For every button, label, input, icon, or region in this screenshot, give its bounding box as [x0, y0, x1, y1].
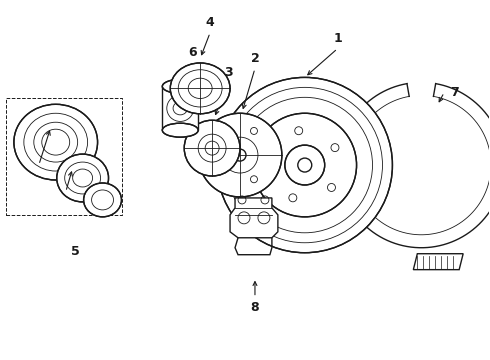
Ellipse shape — [162, 123, 198, 137]
Ellipse shape — [162, 80, 198, 93]
Polygon shape — [414, 254, 463, 270]
Ellipse shape — [234, 149, 246, 161]
Text: 5: 5 — [71, 245, 80, 258]
Ellipse shape — [171, 63, 230, 114]
Ellipse shape — [198, 113, 282, 197]
Ellipse shape — [298, 158, 312, 172]
Ellipse shape — [84, 183, 122, 217]
Text: 2: 2 — [250, 52, 259, 65]
Ellipse shape — [57, 154, 108, 202]
Ellipse shape — [285, 145, 325, 185]
Polygon shape — [230, 198, 278, 238]
Ellipse shape — [217, 77, 392, 253]
Bar — [162, 86, 198, 130]
Ellipse shape — [184, 120, 240, 176]
Text: 7: 7 — [450, 86, 459, 99]
Text: 4: 4 — [206, 16, 215, 29]
Ellipse shape — [14, 104, 98, 180]
Text: 8: 8 — [251, 301, 259, 314]
Ellipse shape — [253, 113, 357, 217]
Text: 1: 1 — [333, 32, 342, 45]
Text: 6: 6 — [188, 46, 196, 59]
Text: 3: 3 — [224, 66, 232, 79]
